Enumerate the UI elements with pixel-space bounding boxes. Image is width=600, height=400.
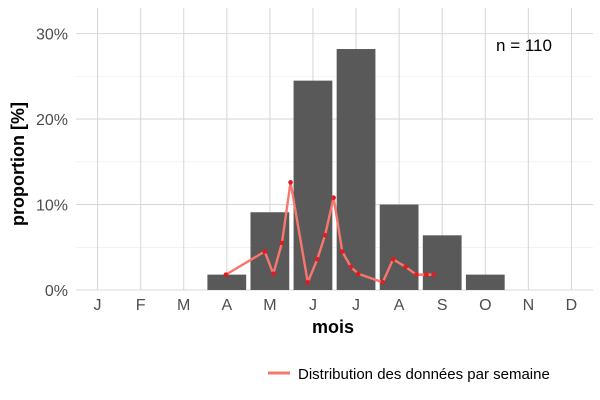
weekly-point-17 xyxy=(431,272,436,277)
x-tick-label: S xyxy=(437,297,448,314)
x-axis-title: mois xyxy=(312,317,354,337)
weekly-point-4 xyxy=(288,180,293,185)
y-tick-label: 0% xyxy=(45,283,68,300)
y-tick-label: 30% xyxy=(36,27,68,44)
x-tick-label: J xyxy=(352,297,360,314)
weekly-point-1 xyxy=(262,249,268,254)
weekly-point-3 xyxy=(279,240,285,246)
weekly-line-series xyxy=(223,180,436,285)
weekly-point-7 xyxy=(322,233,328,238)
weekly-point-16 xyxy=(423,272,429,277)
weekly-point-8 xyxy=(331,195,336,201)
y-tick-labels: 0% 10% 20% 30% xyxy=(36,27,68,300)
weekly-point-12 xyxy=(380,280,386,285)
weekly-point-14 xyxy=(403,264,408,270)
weekly-point-2 xyxy=(271,271,276,277)
x-tick-label: F xyxy=(136,297,146,314)
weekly-point-6 xyxy=(314,256,320,262)
y-tick-label: 10% xyxy=(36,198,68,215)
x-tick-label: M xyxy=(177,297,190,314)
bar-5 xyxy=(293,80,333,291)
weekly-point-11 xyxy=(355,271,361,277)
x-tick-label: D xyxy=(566,297,578,314)
x-tick-label: J xyxy=(94,297,102,314)
x-tick-label: A xyxy=(221,297,232,314)
bar-9 xyxy=(465,274,505,290)
weekly-point-0 xyxy=(223,272,229,277)
x-tick-label: O xyxy=(479,297,491,314)
y-axis-title: proportion [%] xyxy=(8,102,28,226)
weekly-point-9 xyxy=(339,249,345,254)
weekly-point-5 xyxy=(305,280,311,285)
legend: Distribution des données par semaine xyxy=(268,366,550,383)
x-tick-label: J xyxy=(309,297,317,314)
bar-3 xyxy=(207,274,247,290)
legend-label: Distribution des données par semaine xyxy=(298,366,550,383)
bar-8 xyxy=(422,235,462,290)
bars xyxy=(207,49,505,291)
y-tick-label: 20% xyxy=(36,112,68,129)
weekly-point-10 xyxy=(348,264,354,270)
sample-size-annotation: n = 110 xyxy=(496,36,552,55)
weekly-point-13 xyxy=(390,256,396,262)
bar-4 xyxy=(250,212,290,290)
x-tick-label: N xyxy=(523,297,535,314)
x-tick-label: M xyxy=(263,297,276,314)
x-tick-label: A xyxy=(394,297,405,314)
weekly-point-15 xyxy=(414,272,419,277)
